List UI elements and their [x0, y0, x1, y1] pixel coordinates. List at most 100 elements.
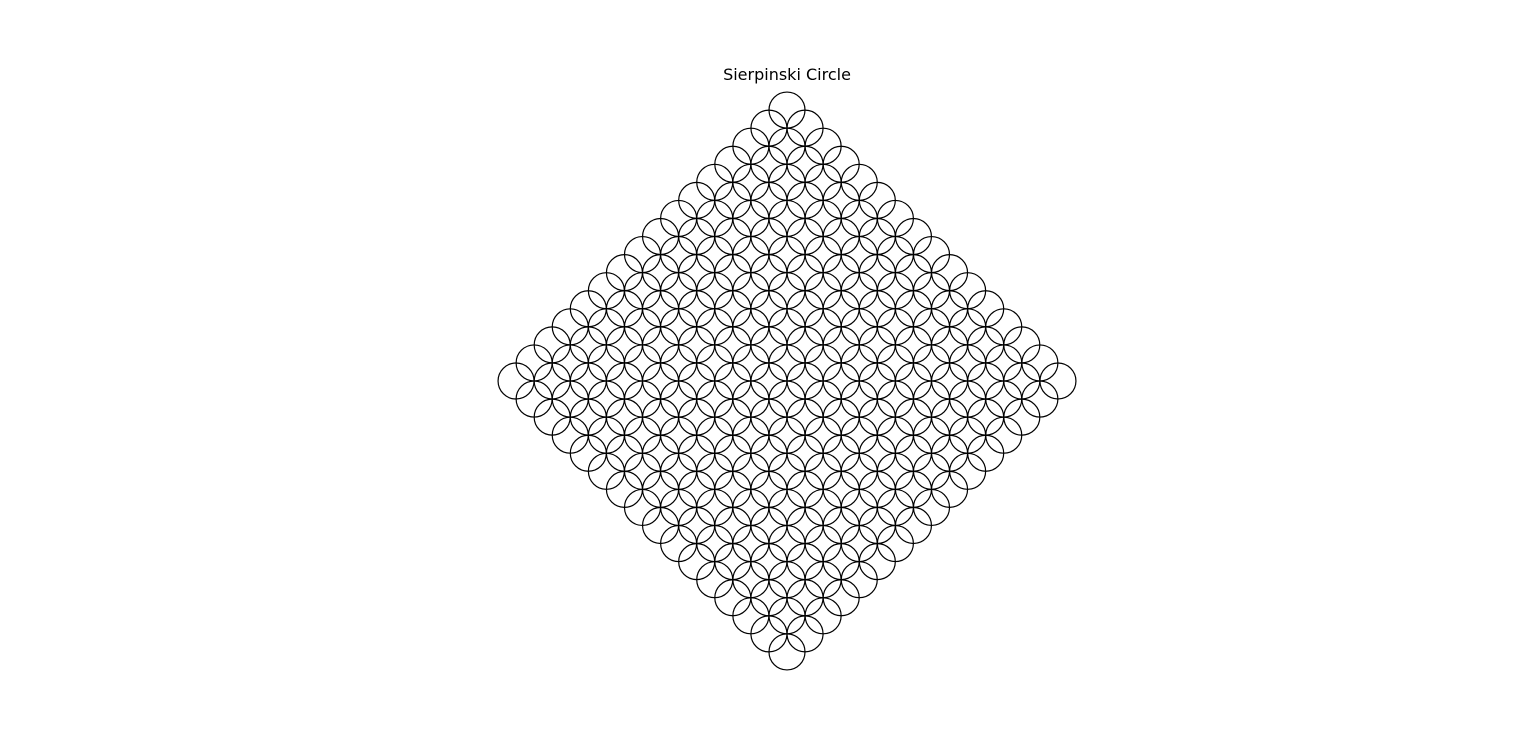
circle-31 — [714, 290, 752, 328]
circle-192 — [623, 235, 662, 274]
circle-191 — [786, 362, 824, 400]
circle-50 — [714, 181, 752, 219]
circle-90 — [822, 579, 860, 617]
circle-134 — [930, 326, 969, 364]
circle-138 — [967, 290, 1005, 328]
circle-188 — [804, 344, 842, 382]
circle-210 — [641, 398, 680, 436]
circle-85 — [768, 633, 806, 671]
circle-166 — [1003, 398, 1041, 436]
circle-161 — [985, 344, 1023, 382]
circle-56 — [732, 199, 770, 238]
circle-215 — [605, 470, 644, 508]
circle-92 — [732, 561, 770, 599]
circle-248 — [587, 344, 625, 382]
circle-172 — [949, 344, 987, 382]
circle-153 — [949, 452, 987, 490]
circle-216 — [660, 416, 698, 454]
circle-165 — [985, 416, 1023, 454]
circle-48 — [696, 163, 734, 201]
circle-145 — [912, 416, 951, 454]
circle-105 — [876, 524, 914, 563]
circle-14 — [750, 145, 788, 183]
circle-171 — [1003, 362, 1041, 400]
circle-242 — [569, 326, 607, 364]
circle-209 — [623, 416, 662, 454]
circle-98 — [858, 470, 896, 508]
circle-32 — [840, 163, 878, 201]
circle-239 — [641, 362, 680, 400]
circle-10 — [822, 145, 860, 183]
circle-62 — [678, 217, 716, 256]
circle-238 — [678, 362, 716, 400]
circle-94 — [750, 579, 788, 617]
circle-102 — [858, 543, 896, 581]
circle-130 — [930, 254, 969, 292]
circle-107 — [858, 506, 896, 545]
circle-67 — [750, 398, 788, 436]
circle-95 — [714, 579, 752, 617]
circle-231 — [678, 398, 716, 436]
circle-63 — [641, 217, 680, 256]
circle-36 — [840, 235, 878, 274]
circle-182 — [858, 398, 896, 436]
circle-221 — [587, 452, 625, 490]
circle-240 — [551, 308, 589, 346]
circle-228 — [696, 380, 734, 418]
circle-78 — [750, 434, 788, 472]
circle-226 — [714, 326, 752, 364]
circle-199 — [605, 326, 644, 364]
circle-58 — [750, 217, 788, 256]
circle-177 — [840, 344, 878, 382]
circle-89 — [804, 597, 842, 635]
circle-229 — [696, 416, 734, 454]
circle-115 — [678, 470, 716, 508]
circle-69 — [768, 488, 806, 527]
circle-136 — [949, 272, 987, 310]
circle-225 — [696, 344, 734, 382]
circle-126 — [678, 506, 716, 545]
circle-218 — [678, 434, 716, 472]
circle-99 — [822, 470, 860, 508]
circle-121 — [732, 524, 770, 563]
circle-88 — [804, 561, 842, 599]
circle-104 — [876, 488, 914, 527]
circle-211 — [605, 398, 644, 436]
circle-128 — [912, 235, 951, 274]
circle-18 — [786, 254, 824, 292]
circle-118 — [714, 543, 752, 581]
circle-53 — [696, 272, 734, 310]
circle-219 — [641, 434, 680, 472]
circle-204 — [587, 272, 625, 310]
circle-40 — [876, 199, 914, 238]
circle-12 — [732, 127, 770, 165]
circle-84 — [768, 597, 806, 635]
circle-169 — [1021, 380, 1059, 418]
circle-227 — [678, 326, 716, 364]
circle-37 — [840, 272, 878, 310]
circle-77 — [732, 452, 770, 490]
circle-129 — [912, 272, 951, 310]
circle-247 — [533, 398, 571, 436]
circle-250 — [605, 362, 644, 400]
circle-143 — [858, 290, 896, 328]
circle-185 — [876, 380, 914, 418]
circle-41 — [876, 235, 914, 274]
circle-135 — [894, 326, 933, 364]
circle-241 — [551, 344, 589, 382]
circle-184 — [876, 344, 914, 382]
circle-155 — [930, 434, 969, 472]
circle-103 — [822, 543, 860, 581]
circle-124 — [660, 488, 698, 527]
circle-34 — [858, 181, 896, 219]
circle-110 — [822, 506, 860, 545]
circle-162 — [1003, 326, 1041, 364]
circle-131 — [894, 254, 933, 292]
circle-109 — [804, 524, 842, 563]
circle-25 — [804, 308, 842, 346]
circle-202 — [678, 290, 716, 328]
circle-146 — [930, 398, 969, 436]
circle-181 — [840, 416, 878, 454]
circle-122 — [750, 506, 788, 545]
